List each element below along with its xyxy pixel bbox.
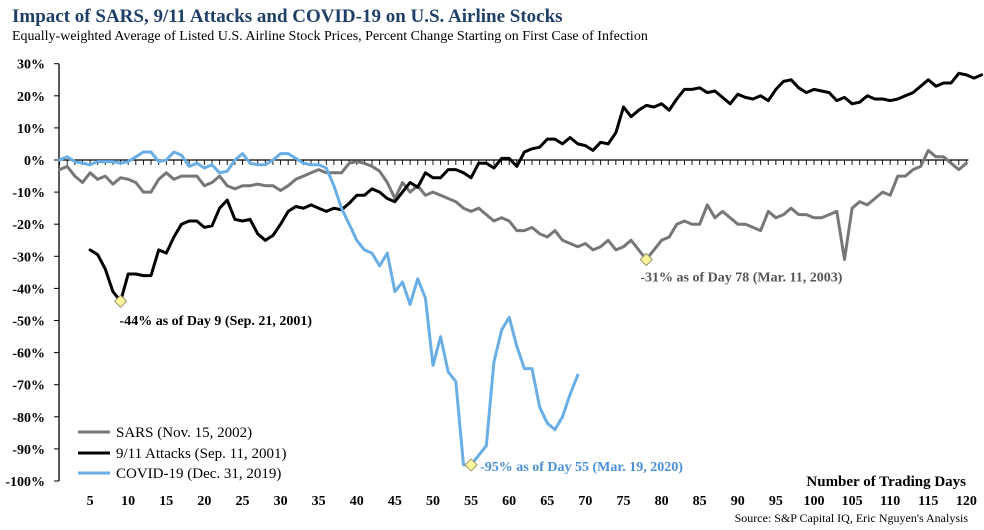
x-tick-label: 45 — [388, 494, 402, 509]
x-tick-label: 50 — [426, 494, 440, 509]
x-tick-label: 120 — [956, 494, 977, 509]
annotation-marker — [113, 294, 128, 308]
sars-line — [58, 148, 968, 261]
x-tick-label: 30 — [274, 494, 288, 509]
annotation-label: -44% as of Day 9 (Sep. 21, 2001) — [120, 314, 313, 329]
source-note: Source: S&P Capital IQ, Eric Nguyen's An… — [734, 511, 968, 525]
annotation-marker — [464, 458, 478, 472]
annotation-markers: -44% as of Day 9 (Sep. 21, 2001) -31% as … — [113, 252, 843, 475]
y-tick-label: -20% — [12, 218, 45, 233]
chart-title: Impact of SARS, 9/11 Attacks and COVID-1… — [12, 6, 563, 27]
annotation-marker — [639, 252, 654, 267]
x-axis-title: Number of Trading Days — [806, 474, 966, 490]
legend-label: SARS (Nov. 15, 2002) — [116, 425, 252, 441]
x-tick-label: 90 — [731, 494, 745, 509]
x-tick-label: 40 — [350, 494, 364, 509]
annotation-label: -31% as of Day 78 (Mar. 11, 2003) — [640, 271, 842, 286]
y-tick-label: 30% — [17, 58, 45, 73]
x-tick-label: 95 — [769, 494, 783, 509]
y-tick-label: 0% — [24, 154, 45, 169]
legend-label: COVID-19 (Dec. 31, 2019) — [116, 466, 281, 482]
y-tick-label: 20% — [17, 90, 45, 105]
x-tick-label: 115 — [918, 494, 938, 509]
x-tick-label: 70 — [578, 494, 592, 509]
y-tick-label: -90% — [12, 443, 45, 458]
y-tick-label: 10% — [17, 122, 45, 137]
y-tick-label: -60% — [12, 347, 45, 362]
annotation-label: -95% as of Day 55 (Mar. 19, 2020) — [480, 460, 683, 475]
x-tick-label: 75 — [616, 494, 630, 509]
y-tick-label: -80% — [12, 411, 45, 426]
x-tick-label: 10 — [121, 494, 135, 509]
y-tick-label: -50% — [12, 315, 45, 330]
x-tick-label: 60 — [502, 494, 516, 509]
x-tick-label: 20 — [197, 494, 211, 509]
legend-label: 9/11 Attacks (Sep. 11, 2001) — [116, 446, 287, 462]
x-tick-label: 35 — [312, 494, 326, 509]
chart-subtitle: Equally-weighted Average of Listed U.S. … — [12, 29, 648, 44]
x-tick-label: 15 — [159, 494, 173, 509]
x-tick-label: 110 — [880, 494, 900, 509]
x-tick-label: 5 — [87, 494, 94, 509]
covid-line — [58, 150, 580, 467]
y-tick-label: -40% — [12, 282, 45, 297]
y-axis: 30% 20% 10% 0% -10% -20% -30% -40% -50% -60% -70% -… — [5, 58, 60, 490]
y-tick-label: -100% — [5, 475, 45, 490]
x-tick-label: 25 — [235, 494, 249, 509]
sept11-line — [88, 71, 984, 303]
x-tick-label: 100 — [803, 494, 824, 509]
series-group — [58, 71, 984, 467]
y-tick-label: -10% — [12, 186, 45, 201]
x-tick-label: 105 — [842, 494, 863, 509]
x-tick-label: 80 — [655, 494, 669, 509]
x-tick-label: 55 — [464, 494, 478, 509]
legend: SARS (Nov. 15, 2002) 9/11 Attacks (Sep. 1… — [78, 425, 287, 482]
x-tick-label: 65 — [540, 494, 554, 509]
x-axis: 5 10 15 20 25 30 35 40 45 50 55 60 65 70 75 80 85 90 95 100… — [59, 159, 977, 509]
y-tick-label: -30% — [12, 250, 45, 265]
y-tick-label: -70% — [12, 379, 45, 394]
x-tick-label: 85 — [693, 494, 707, 509]
